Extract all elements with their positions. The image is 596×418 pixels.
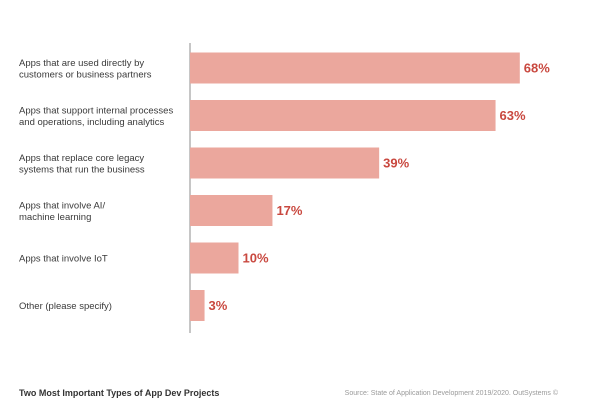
bar-value-label: 10% (243, 251, 269, 266)
category-label: Apps that replace core legacy systems tha… (19, 153, 145, 176)
category-label: Apps that involve AI/machine learning (19, 200, 105, 223)
category-label: Other (please specify) (19, 301, 112, 312)
bar (190, 290, 205, 321)
bar-value-label: 3% (209, 298, 228, 313)
bar (190, 100, 496, 131)
bar (190, 147, 380, 179)
bar (190, 52, 520, 84)
category-label: Apps that support internal processes and … (19, 105, 173, 128)
bar-value-label: 68% (524, 61, 550, 76)
bar (190, 195, 273, 226)
bars-group: 68% Apps that are used directly by custome… (19, 52, 550, 321)
bar-value-label: 63% (500, 108, 526, 123)
bar (190, 242, 239, 274)
category-label: Apps that involve IoT (19, 254, 108, 265)
bar-value-label: 17% (276, 203, 302, 218)
category-label: Apps that are used directly by customers … (19, 58, 152, 81)
bar-value-label: 39% (383, 156, 409, 171)
chart-source-note: Source: State of Application Development… (344, 390, 558, 397)
chart-footer-title: Two Most Important Types of App Dev Proj… (19, 388, 220, 398)
